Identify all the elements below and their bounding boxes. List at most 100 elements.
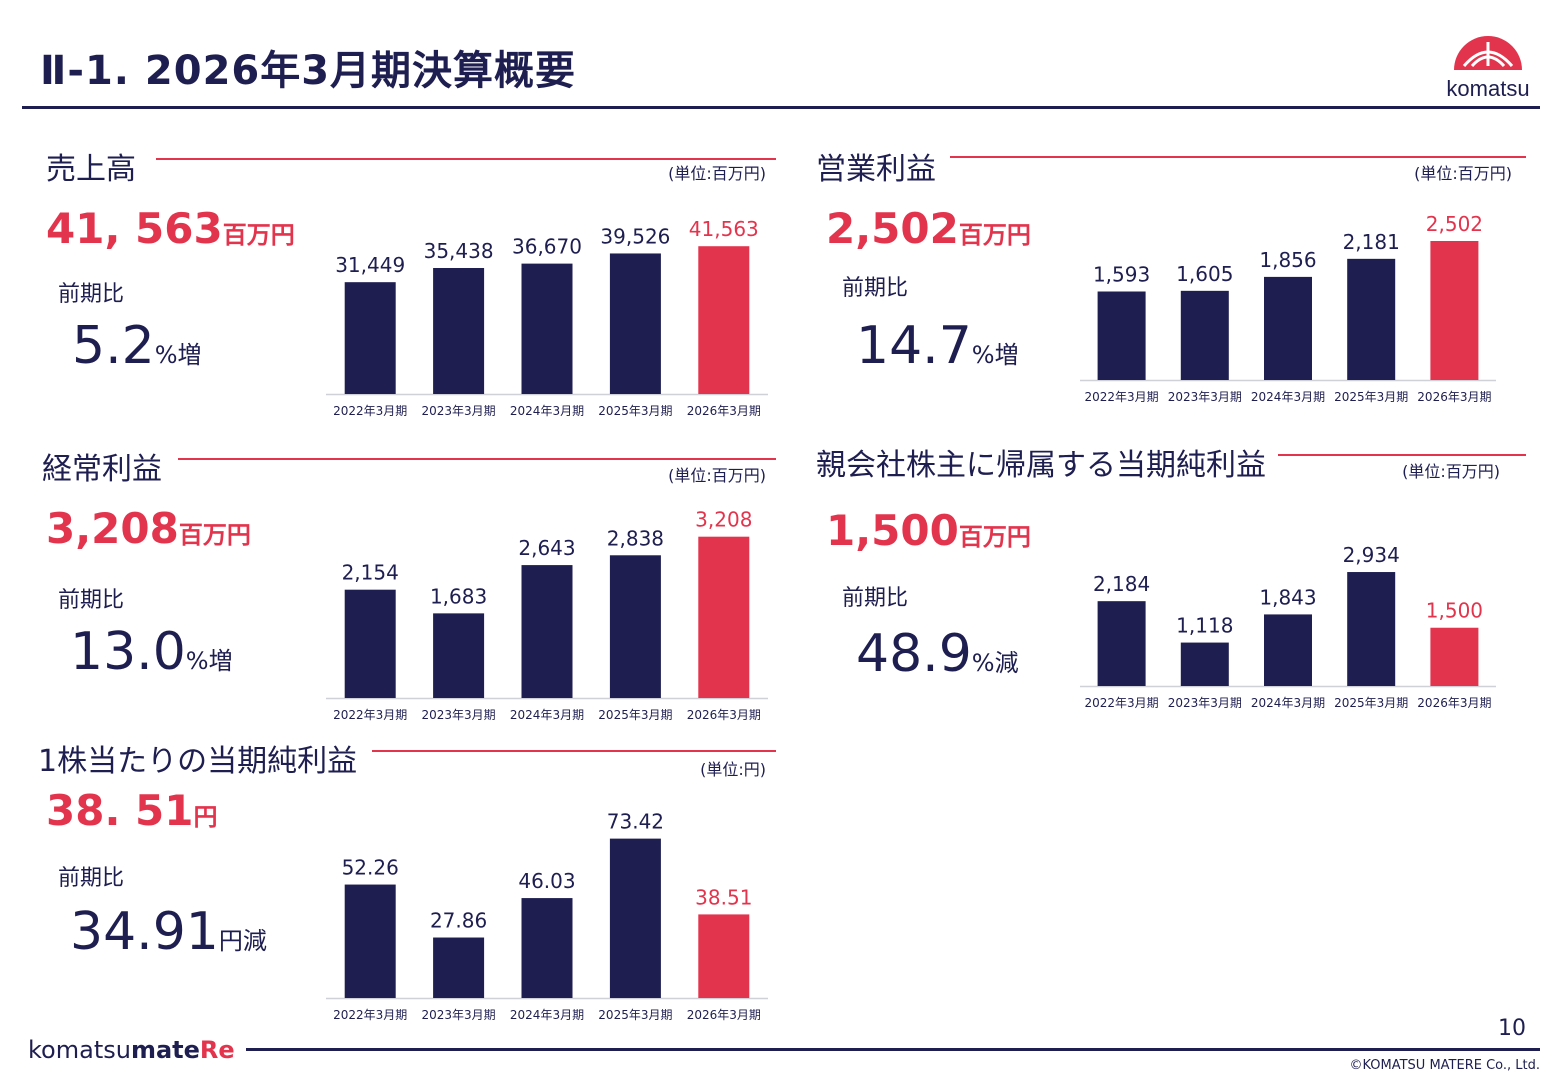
data-label: 2,934 [1343, 543, 1400, 567]
category-label: 2026年3月期 [1417, 696, 1491, 710]
category-label: 2026年3月期 [687, 708, 761, 722]
value-number: 41, 563 [46, 204, 223, 253]
unit-label: (単位:円) [700, 760, 766, 779]
section-title-net-income: 親会社株主に帰属する当期純利益 [816, 448, 1266, 483]
data-label: 1,605 [1176, 262, 1233, 286]
unit-label: (単位:百万円) [1414, 164, 1512, 183]
unit-label: (単位:百万円) [668, 466, 766, 485]
category-label: 2024年3月期 [510, 404, 584, 418]
net-income-yoy: 48.9%減 [856, 624, 1019, 684]
section-divider [950, 156, 1526, 158]
category-label: 2024年3月期 [510, 1008, 584, 1022]
net-income-value: 1,500百万円 [826, 506, 1031, 555]
category-label: 2023年3月期 [422, 1008, 496, 1022]
section-title-operating-profit: 営業利益 [816, 152, 936, 187]
category-label: 2024年3月期 [510, 708, 584, 722]
net-income-chart: 2,184 2022年3月期 1,118 2023年3月期 1,843 2024年3月期 2… [1080, 543, 1496, 710]
section-divider [372, 750, 776, 752]
footer-logo: komatsumateRe [28, 1036, 235, 1064]
bar [433, 937, 485, 998]
value-suffix: 円 [193, 803, 218, 831]
value-suffix: 百万円 [222, 221, 295, 249]
bar [1097, 601, 1146, 686]
data-label: 2,502 [1426, 212, 1483, 236]
footer-divider [246, 1048, 1540, 1051]
data-label: 38.51 [695, 885, 752, 909]
category-label: 2023年3月期 [422, 404, 496, 418]
bar [1097, 291, 1146, 380]
footer-logo-part: komatsu [28, 1036, 131, 1064]
category-label: 2025年3月期 [1334, 390, 1408, 404]
category-label: 2022年3月期 [333, 1008, 407, 1022]
page-title: Ⅱ-1. 2026年3月期決算概要 [40, 48, 577, 94]
bar [521, 263, 573, 394]
bar [1347, 572, 1396, 686]
value-number: 2,502 [826, 204, 959, 253]
data-label: 2,181 [1343, 230, 1400, 254]
yoy-label: 前期比 [58, 588, 125, 613]
yoy-suffix: %増 [185, 647, 233, 675]
bar [1180, 642, 1229, 686]
category-label: 2023年3月期 [422, 708, 496, 722]
category-label: 2026年3月期 [687, 1008, 761, 1022]
yoy-label: 前期比 [842, 276, 909, 301]
ordinary-profit-chart: 2,154 2022年3月期 1,683 2023年3月期 2,643 2024年3月期 2… [326, 508, 768, 722]
category-label: 2023年3月期 [1168, 696, 1242, 710]
category-label: 2022年3月期 [333, 404, 407, 418]
page-number: 10 [1498, 1016, 1526, 1041]
data-label: 1,856 [1259, 248, 1316, 272]
operating-profit-yoy: 14.7%増 [856, 316, 1019, 376]
category-label: 2026年3月期 [1417, 390, 1491, 404]
yoy-number: 14.7 [856, 316, 972, 376]
yoy-number: 13.0 [70, 622, 186, 682]
value-number: 38. 51 [46, 786, 194, 835]
data-label: 31,449 [335, 253, 405, 277]
data-label: 41,563 [689, 217, 759, 241]
yoy-number: 48.9 [856, 624, 972, 684]
data-label: 36,670 [512, 235, 582, 259]
category-label: 2025年3月期 [598, 404, 672, 418]
bar [433, 267, 485, 394]
yoy-label: 前期比 [842, 586, 909, 611]
bar [521, 565, 573, 698]
ordinary-profit-yoy: 13.0%増 [70, 622, 233, 682]
yoy-suffix: %減 [971, 649, 1019, 677]
yoy-suffix: %増 [971, 341, 1019, 369]
category-label: 2025年3月期 [598, 708, 672, 722]
category-label: 2022年3月期 [333, 708, 407, 722]
net-sales-chart: 31,449 2022年3月期 35,438 2023年3月期 36,670 2024年3… [326, 217, 768, 418]
data-label: 2,184 [1093, 572, 1150, 596]
bar [433, 613, 485, 698]
ordinary-profit-value: 3,208百万円 [46, 504, 251, 553]
category-label: 2024年3月期 [1251, 696, 1325, 710]
bar [344, 282, 396, 394]
data-label: 27.86 [430, 909, 487, 933]
eps-yoy: 34.91円減 [70, 902, 267, 962]
data-label: 1,843 [1259, 585, 1316, 609]
category-label: 2025年3月期 [598, 1008, 672, 1022]
data-label: 46.03 [518, 869, 575, 893]
bar [609, 555, 661, 698]
section-divider [1278, 454, 1526, 456]
bar [609, 838, 661, 998]
value-suffix: 百万円 [178, 521, 251, 549]
yoy-label: 前期比 [58, 866, 125, 891]
data-label: 1,683 [430, 584, 487, 608]
yoy-suffix: 円減 [218, 927, 267, 955]
section-title-eps: 1株当たりの当期純利益 [38, 744, 358, 779]
title-divider [22, 106, 1540, 109]
eps-value: 38. 51円 [46, 786, 217, 835]
data-label: 73.42 [607, 810, 664, 834]
value-suffix: 百万円 [958, 221, 1031, 249]
bar [698, 246, 750, 394]
category-label: 2023年3月期 [1168, 390, 1242, 404]
value-suffix: 百万円 [958, 523, 1031, 551]
value-number: 3,208 [46, 504, 179, 553]
bar [1430, 241, 1479, 380]
footer-logo-part: mate [130, 1036, 200, 1064]
data-label: 1,500 [1426, 599, 1483, 623]
section-title-net-sales: 売上高 [46, 152, 136, 187]
category-label: 2024年3月期 [1251, 390, 1325, 404]
bar [698, 914, 750, 998]
data-label: 2,838 [607, 526, 664, 550]
